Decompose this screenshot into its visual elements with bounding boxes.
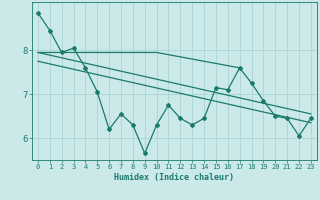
X-axis label: Humidex (Indice chaleur): Humidex (Indice chaleur) (115, 173, 234, 182)
